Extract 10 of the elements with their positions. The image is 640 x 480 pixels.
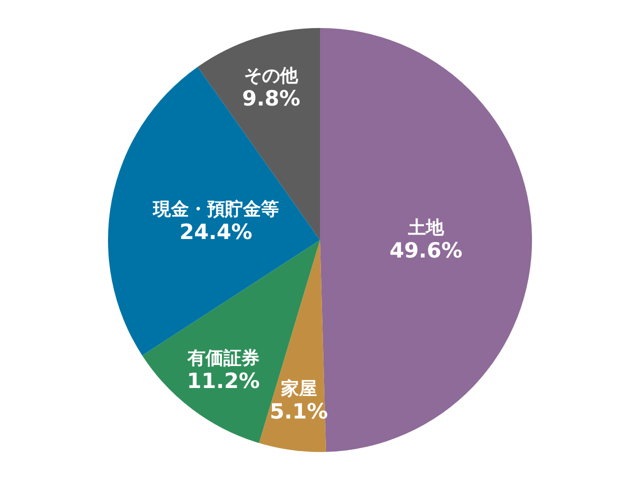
data-label: 5.1% bbox=[270, 400, 328, 424]
data-label: 24.4% bbox=[179, 220, 252, 244]
slice-label: 有価証券 bbox=[186, 348, 260, 369]
data-label: 9.8% bbox=[242, 86, 300, 110]
slice-label: 現金・預貯金等 bbox=[152, 198, 279, 220]
data-label: 11.2% bbox=[186, 368, 260, 393]
slice-label: その他 bbox=[244, 65, 300, 86]
slice-label: 土地 bbox=[406, 218, 445, 239]
data-label: 49.6% bbox=[390, 238, 462, 263]
slice-label: 家屋 bbox=[280, 378, 317, 400]
